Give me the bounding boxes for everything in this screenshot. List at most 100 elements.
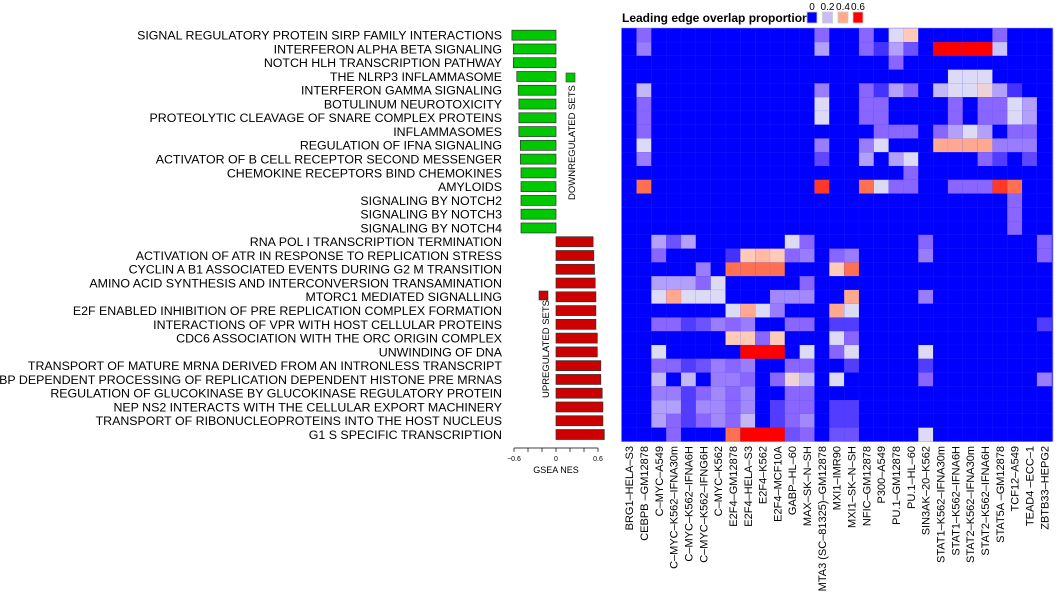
heatmap-cell (695, 41, 711, 57)
heatmap-cell (636, 207, 652, 222)
column-label: E2F4–K562 (758, 446, 770, 504)
heatmap-cell (814, 248, 830, 263)
heatmap-cell (799, 262, 815, 277)
heatmap-cell (888, 386, 904, 401)
heatmap-cell (799, 69, 815, 84)
heatmap-cell (992, 427, 1008, 442)
heatmap-cell (725, 138, 741, 153)
heatmap-cell (680, 193, 697, 208)
heatmap-cell (784, 97, 800, 112)
heatmap-cell (666, 152, 682, 167)
heatmap-cell (947, 28, 964, 43)
heatmap-cell (814, 344, 830, 360)
heatmap-cell (784, 152, 800, 167)
heatmap-cell (755, 110, 771, 125)
heatmap-cell (947, 193, 964, 208)
heatmap-cell (755, 220, 771, 236)
heatmap-cell (680, 41, 697, 57)
nes-axis: GSEA NES −0.6 0 0.6 (507, 447, 603, 475)
bar-upregulated (555, 401, 604, 413)
heatmap-cell (992, 138, 1008, 153)
heatmap-cell (725, 303, 741, 318)
row-label: REGULATION OF IFNA SIGNALING (300, 139, 502, 153)
heatmap-cell (962, 427, 978, 442)
heatmap-cell (932, 152, 949, 167)
heatmap-cell (1036, 248, 1053, 263)
heatmap-cell (1007, 248, 1023, 263)
heatmap-cell (695, 69, 711, 84)
heatmap-cell (829, 331, 845, 346)
heatmap-cell (695, 344, 711, 360)
heatmap-cell (888, 344, 904, 360)
heatmap-cell (666, 97, 682, 112)
heatmap-cell (769, 69, 786, 84)
heatmap-cell (858, 289, 875, 304)
heatmap-cell (947, 386, 964, 401)
heatmap-cell (992, 248, 1008, 263)
heatmap-cell (784, 55, 800, 70)
heatmap-cell (918, 262, 934, 277)
heatmap-cell (740, 193, 756, 208)
row-label: INFLAMMASOMES (393, 125, 502, 139)
heatmap-cell (977, 83, 993, 98)
heatmap-cell (903, 276, 919, 291)
heatmap-cell (1007, 303, 1023, 318)
heatmap-cell (858, 248, 875, 263)
heatmap-cell (695, 276, 711, 291)
heatmap-cell (977, 358, 993, 373)
heatmap-cell (710, 331, 726, 346)
heatmap-cell (740, 69, 756, 84)
heatmap-cell (918, 220, 934, 236)
heatmap-cell (680, 110, 697, 125)
heatmap-cell (680, 207, 697, 222)
heatmap-cell (962, 303, 978, 318)
heatmap-cell (621, 41, 637, 57)
heatmap-cell (651, 28, 667, 43)
heatmap-cell (814, 83, 830, 98)
heatmap-cell (769, 207, 786, 222)
row-label: MTORC1 MEDIATED SIGNALLING (306, 290, 502, 304)
x-axis-label: GSEA NES (533, 465, 579, 475)
heatmap-cell (651, 110, 667, 125)
heatmap-cell (918, 372, 934, 387)
heatmap-cell (947, 97, 964, 112)
heatmap-cell (740, 358, 756, 373)
heatmap-cell (1007, 124, 1023, 139)
heatmap-cell (814, 41, 830, 57)
heatmap-cell (666, 28, 682, 43)
heatmap-cell (725, 372, 741, 387)
heatmap-cell (844, 28, 860, 43)
heatmap-cell (755, 399, 771, 415)
heatmap-cell (1021, 220, 1038, 236)
heatmap-cell (918, 138, 934, 153)
heatmap-cell (725, 399, 741, 415)
heatmap-cell (932, 234, 949, 249)
heatmap-cell (873, 317, 889, 332)
bar-upregulated (555, 236, 594, 248)
heatmap-cell (695, 193, 711, 208)
heatmap-cell (888, 41, 904, 57)
bar-downregulated (520, 195, 557, 206)
heatmap-cell (636, 358, 652, 373)
heatmap-cell (666, 358, 682, 373)
heatmap-cell (844, 386, 860, 401)
heatmap-cell (873, 83, 889, 98)
heatmap-cell (1021, 289, 1038, 304)
heatmap-cell (903, 372, 919, 387)
heatmap-cell (740, 372, 756, 387)
heatmap-cell (784, 358, 800, 373)
heatmap-cell (710, 262, 726, 277)
heatmap-cell (1021, 83, 1038, 98)
heatmap-cell (992, 386, 1008, 401)
heatmap-cell (1007, 28, 1023, 43)
legend-swatch (806, 11, 818, 24)
heatmap-cell (932, 248, 949, 263)
bar-upregulated (555, 429, 605, 440)
heatmap-cell (962, 413, 978, 428)
heatmap-cell (769, 124, 786, 139)
bar-downregulated (512, 43, 557, 55)
heatmap-cell (799, 399, 815, 415)
heatmap-cell (918, 124, 934, 139)
heatmap-cell (992, 220, 1008, 236)
heatmap-cell (992, 358, 1008, 373)
